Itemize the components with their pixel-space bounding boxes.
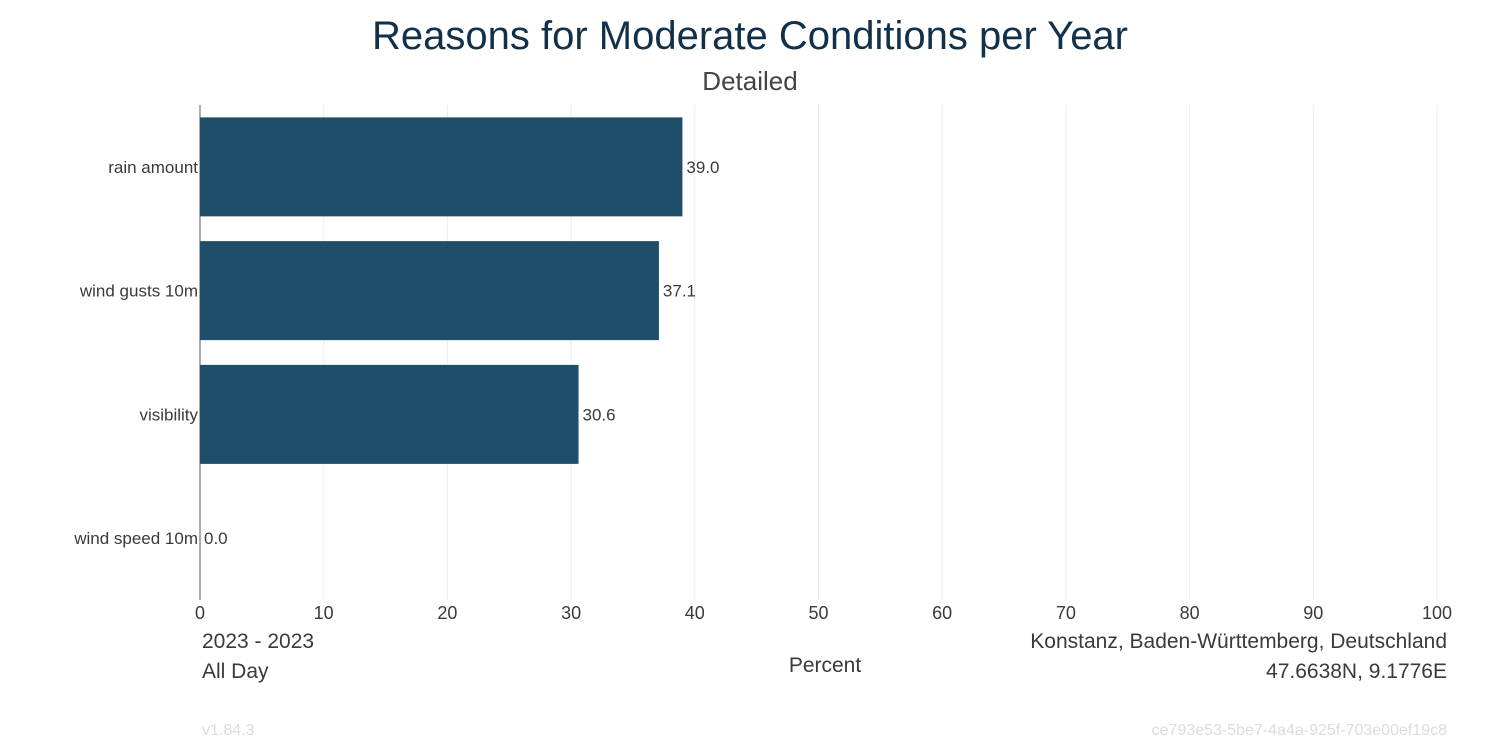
x-tick-label: 40 <box>685 603 705 623</box>
chart-title: Reasons for Moderate Conditions per Year <box>371 14 1128 58</box>
x-tick-label: 10 <box>314 603 334 623</box>
x-tick-label: 80 <box>1180 603 1200 623</box>
bar <box>200 117 683 217</box>
x-tick-label: 0 <box>195 603 205 623</box>
footer-period: 2023 - 2023 <box>202 630 315 653</box>
x-tick-label: 100 <box>1422 603 1452 623</box>
version-label: v1.84.3 <box>202 722 255 739</box>
footer-location: Konstanz, Baden-Württemberg, Deutschland <box>1030 630 1447 653</box>
x-tick-label: 60 <box>932 603 952 623</box>
data-label: 39.0 <box>686 158 719 177</box>
x-axis-label: Percent <box>788 654 862 677</box>
category-label: wind speed 10m <box>73 529 198 548</box>
footer-right: Konstanz, Baden-Württemberg, Deutschland… <box>1030 627 1447 687</box>
bar <box>200 241 659 341</box>
data-label: 30.6 <box>583 405 616 424</box>
x-tick-label: 90 <box>1303 603 1323 623</box>
data-label: 37.1 <box>663 282 696 301</box>
x-tick-label: 30 <box>561 603 581 623</box>
category-label: wind gusts 10m <box>79 282 198 301</box>
footer-time-of-day: All Day <box>202 660 269 683</box>
footer-left: 2023 - 2023 All Day <box>202 627 314 687</box>
chart-id-label: ce793e53-5be7-4a4a-925f-703e00ef19c8 <box>1151 722 1447 739</box>
x-tick-label: 70 <box>1056 603 1076 623</box>
data-label: 0.0 <box>204 529 228 548</box>
category-label: rain amount <box>108 158 198 177</box>
bar <box>200 364 579 464</box>
x-tick-label: 20 <box>437 603 457 623</box>
category-label: visibility <box>139 405 198 424</box>
x-tick-label: 50 <box>808 603 828 623</box>
chart-subtitle: Detailed <box>702 66 798 96</box>
footer-coordinates: 47.6638N, 9.1776E <box>1266 660 1447 683</box>
